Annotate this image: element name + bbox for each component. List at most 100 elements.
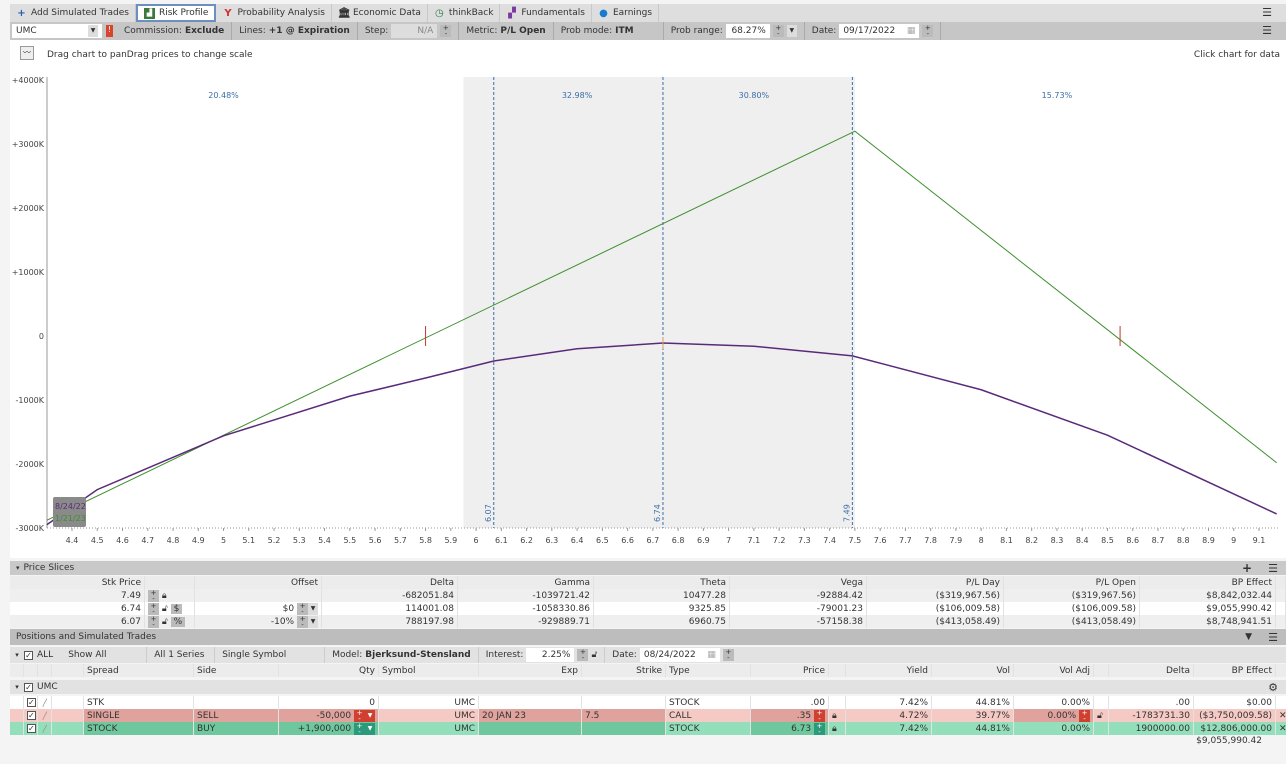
qty[interactable]: +1,900,000 [297, 723, 352, 734]
exp[interactable] [479, 722, 582, 735]
offset-dropdown[interactable]: ▼ [308, 615, 318, 628]
position-row[interactable]: ✓ 〳 SINGLE SELL -50,000 + - ▼ UMC 20 JAN 23… [10, 709, 1286, 722]
collapse-panel-icon[interactable]: ▼ [1245, 632, 1252, 642]
price-spinner[interactable]: + - [148, 615, 159, 628]
position-row[interactable]: ✓ 〳 STOCK BUY +1,900,000 + - ▼ UMC STOCK 6.… [10, 722, 1286, 735]
strike[interactable]: 7.5 [582, 709, 666, 722]
model-select[interactable]: Model: Bjerksund-Stensland [325, 647, 479, 663]
commission-select[interactable]: Commission: Exclude [117, 22, 233, 40]
lock-icon[interactable]: 🔒︎ [832, 710, 837, 721]
add-slice-icon[interactable]: + [1241, 561, 1252, 575]
chart-line-icon[interactable]: 〳 [38, 696, 52, 709]
step-input[interactable]: N/A [391, 24, 438, 38]
offset-spinner[interactable]: + - [297, 602, 308, 615]
vol-adj[interactable]: 0.00% [1061, 723, 1090, 734]
collapse-group-icon[interactable]: ▾ [15, 683, 19, 691]
positions-menu-icon[interactable]: ☰ [1268, 630, 1278, 644]
price[interactable]: 6.73 [791, 723, 812, 734]
thinkback-tab[interactable]: ◷ thinkBack [428, 4, 501, 22]
offset-spinner[interactable]: + - [297, 615, 308, 628]
offset-type-badge[interactable]: % [170, 616, 186, 627]
unlock-icon[interactable]: 🔓︎ [161, 603, 168, 614]
price-spinner[interactable]: + - [148, 602, 159, 615]
price[interactable]: .00 [810, 697, 825, 708]
price-slices-header[interactable]: ▾ Price Slices + ☰ [10, 561, 1286, 575]
offset-value[interactable]: $0 [282, 603, 295, 614]
risk-profile-chart[interactable]: +4000K +3000K +2000K +1000K 0 -1000K -2000K -30… [0, 0, 1286, 560]
prob-range-input[interactable]: 68.27% [725, 24, 770, 38]
series-filter[interactable]: All 1 Series [147, 647, 216, 663]
unlock-icon[interactable]: 🔓︎ [591, 650, 598, 660]
interest-input[interactable]: 2.25% [526, 648, 575, 662]
remove-icon[interactable]: ✕ [1279, 723, 1286, 734]
side[interactable]: BUY [194, 722, 279, 735]
metric-select[interactable]: Metric: P/L Open [459, 22, 554, 40]
chart-line-icon[interactable]: 〳 [38, 722, 52, 735]
voladj-spinner[interactable]: + - [1079, 709, 1090, 722]
side[interactable] [194, 696, 279, 709]
stk-price[interactable]: 6.07 [10, 615, 145, 628]
positions-date-spinner[interactable]: + - [722, 649, 734, 662]
exp[interactable]: 20 JAN 23 [479, 709, 582, 722]
symbol-select[interactable]: UMC ▼ [12, 24, 102, 38]
prob-mode-select[interactable]: Prob mode: ITM [554, 22, 664, 40]
spread[interactable]: STK [84, 696, 194, 709]
row-checkbox[interactable]: ✓ [27, 724, 36, 733]
add-simulated-trades-button[interactable]: + Add Simulated Trades [10, 4, 136, 22]
remove-icon[interactable]: ✕ [1279, 710, 1286, 721]
stk-price[interactable]: 6.74 [10, 602, 145, 615]
group-checkbox[interactable]: ✓ [24, 682, 33, 692]
vol-adj[interactable]: 0.00% [1047, 710, 1077, 721]
positions-date-input[interactable]: 08/24/2022 ▦ [639, 648, 720, 662]
unlock-icon[interactable]: 🔓︎ [1097, 710, 1103, 721]
vol-adj[interactable]: 0.00% [1061, 697, 1090, 708]
date-spinner[interactable]: + - [922, 25, 934, 38]
symbol-filter[interactable]: Single Symbol [215, 647, 326, 663]
group-row-umc[interactable]: ▾ ✓ UMC ⚙ [10, 680, 1286, 694]
prob-range-spinner[interactable]: + - [772, 25, 784, 38]
chart-line-icon[interactable]: 〳 [38, 709, 52, 722]
calendar-icon[interactable]: ▦ [707, 650, 716, 660]
probability-analysis-tab[interactable]: Y Probability Analysis [216, 4, 332, 22]
slices-menu-icon[interactable]: ☰ [1268, 561, 1278, 575]
calendar-icon[interactable]: ▦ [906, 26, 916, 36]
risk-profile-tab[interactable]: ▟ Risk Profile [135, 4, 217, 22]
row-checkbox[interactable]: ✓ [27, 711, 36, 720]
lock-icon[interactable]: 🔒︎ [832, 723, 837, 734]
spread[interactable]: SINGLE [84, 709, 194, 722]
chart-icon[interactable]: 〰 [20, 46, 34, 60]
offset-dropdown[interactable]: ▼ [308, 602, 318, 615]
interest-spinner[interactable]: + - [577, 649, 589, 662]
date-input[interactable]: 09/17/2022 ▦ [839, 24, 920, 38]
position-row[interactable]: ✓ 〳 STK 0 UMC STOCK .00 7.42% 44.81% 0.00… [10, 696, 1286, 709]
collapse-icon[interactable]: ▾ [16, 564, 20, 572]
qty[interactable]: -50,000 [316, 710, 352, 721]
qty-spinner[interactable]: + - [354, 709, 365, 722]
settings-menu-icon[interactable]: ☰ [1262, 24, 1272, 37]
step-spinner[interactable]: + - [440, 25, 452, 38]
fundamentals-tab[interactable]: ▞ Fundamentals [500, 4, 592, 22]
gear-icon[interactable]: ⚙ [1268, 680, 1278, 694]
strike[interactable] [582, 696, 666, 709]
exp[interactable] [479, 696, 582, 709]
qty-dropdown[interactable]: ▼ [365, 722, 375, 735]
price-spinner[interactable]: + - [814, 709, 825, 722]
earnings-tab[interactable]: ● Earnings [592, 4, 660, 22]
lock-icon[interactable]: 🔒︎ [161, 590, 167, 601]
select-all-checkbox[interactable]: ✓ [24, 650, 33, 660]
qty[interactable]: 0 [369, 697, 375, 708]
collapse-all-icon[interactable]: ▾ [15, 651, 19, 659]
qty-dropdown[interactable]: ▼ [365, 709, 375, 722]
lines-select[interactable]: Lines: +1 @ Expiration [232, 22, 358, 40]
row-checkbox[interactable]: ✓ [27, 698, 36, 707]
price-spinner[interactable]: + - [148, 589, 159, 602]
prob-range-dropdown[interactable]: ▼ [786, 25, 797, 37]
economic-data-tab[interactable]: 🏛 Economic Data [332, 4, 428, 22]
strike[interactable] [582, 722, 666, 735]
side[interactable]: SELL [194, 709, 279, 722]
stk-price[interactable]: 7.49 [10, 589, 145, 602]
unlock-icon[interactable]: 🔓︎ [161, 616, 168, 627]
offset-value[interactable]: -10% [270, 616, 295, 627]
price[interactable]: .35 [796, 710, 812, 721]
spread[interactable]: STOCK [84, 722, 194, 735]
